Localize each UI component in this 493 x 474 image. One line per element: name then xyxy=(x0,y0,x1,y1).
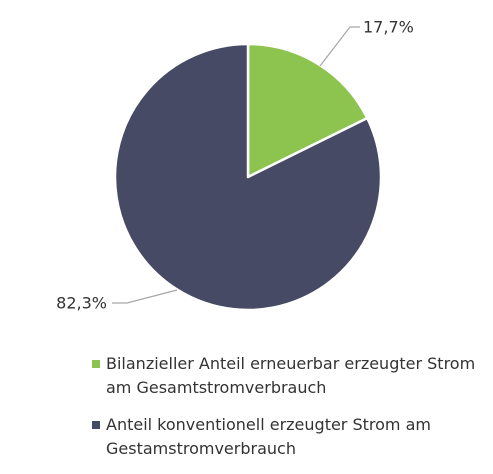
legend-swatch-conventional xyxy=(92,421,100,429)
pie-slice-renewable xyxy=(246,42,369,179)
legend: Bilanzieller Anteil erneuerbar erzeugter… xyxy=(92,352,487,474)
legend-item-renewable: Bilanzieller Anteil erneuerbar erzeugter… xyxy=(92,352,487,400)
leader-line-renewable xyxy=(319,26,360,67)
pie-slices xyxy=(113,42,383,312)
legend-item-conventional: Anteil konventionell erzeugter Strom am … xyxy=(92,413,487,461)
legend-label-conventional: Anteil konventionell erzeugter Strom am … xyxy=(106,415,431,458)
legend-label-renewable: Bilanzieller Anteil erneuerbar erzeugter… xyxy=(106,354,476,397)
pie-chart: 17,7% 82,3% xyxy=(56,18,414,313)
data-label-conventional: 82,3% xyxy=(56,294,107,313)
leader-line-conventional xyxy=(112,289,178,304)
leader-lines xyxy=(112,26,360,304)
legend-swatch-renewable xyxy=(92,360,100,368)
data-labels: 17,7% 82,3% xyxy=(56,18,414,313)
pie-slice-conventional xyxy=(113,42,383,312)
data-label-renewable: 17,7% xyxy=(363,18,414,37)
